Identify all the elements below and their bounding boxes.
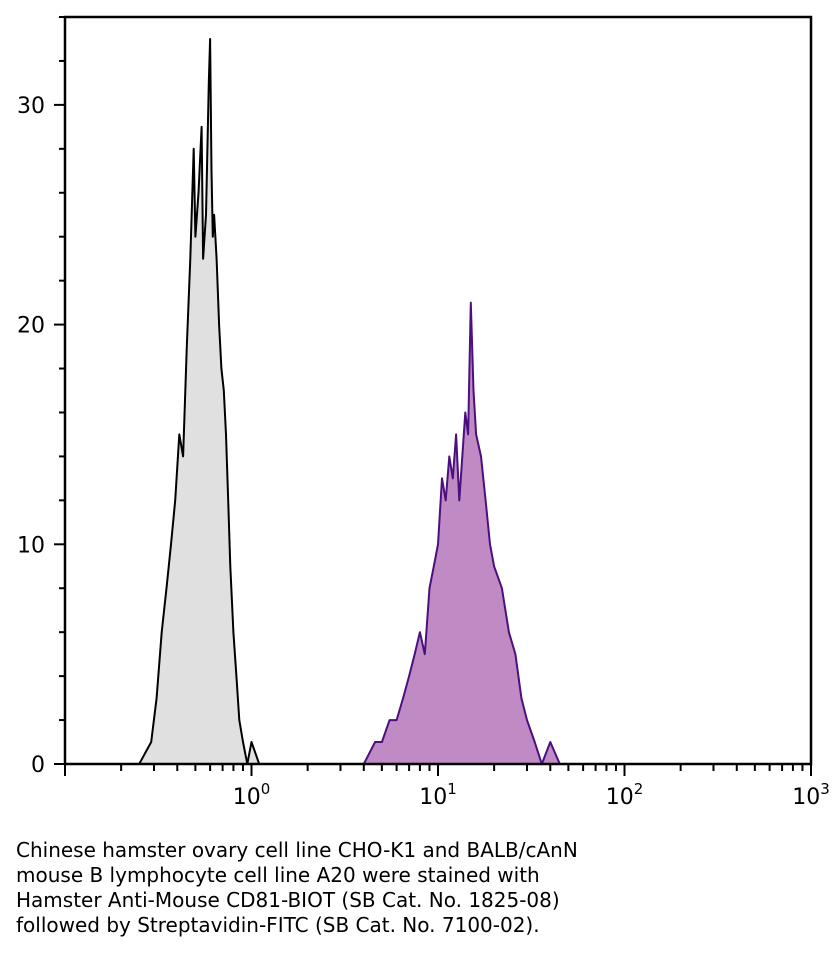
y-tick-label: 30 [17, 94, 45, 119]
caption-line-1: Chinese hamster ovary cell line CHO-K1 a… [16, 838, 578, 862]
x-tick-exponent: 2 [634, 780, 644, 798]
series-layer [112, 38, 561, 765]
figure-caption: Chinese hamster ovary cell line CHO-K1 a… [16, 838, 816, 938]
x-tick-base: 10 [606, 785, 634, 810]
x-tick-label: 100 [233, 780, 271, 810]
x-tick-label: 103 [792, 780, 830, 810]
x-tick-exponent: 0 [261, 780, 271, 798]
y-tick-label: 10 [17, 533, 45, 558]
x-tick-exponent: 1 [447, 780, 457, 798]
x-tick-exponent: 3 [820, 780, 830, 798]
x-tick-label: 101 [419, 780, 457, 810]
series-1-line [112, 38, 285, 765]
y-tick-label: 20 [17, 314, 45, 339]
series-2-line [112, 301, 561, 765]
x-tick-base: 10 [792, 785, 820, 810]
caption-line-4: followed by Streptavidin-FITC (SB Cat. N… [16, 913, 540, 937]
x-tick-base: 10 [419, 785, 447, 810]
x-tick-base: 10 [233, 785, 261, 810]
series-1-area [112, 39, 285, 764]
caption-line-3: Hamster Anti-Mouse CD81-BIOT (SB Cat. No… [16, 888, 560, 912]
y-tick-label: 0 [31, 753, 45, 778]
series-2-area [112, 302, 560, 764]
x-tick-label: 102 [606, 780, 644, 810]
caption-line-2: mouse B lymphocyte cell line A20 were st… [16, 863, 540, 887]
